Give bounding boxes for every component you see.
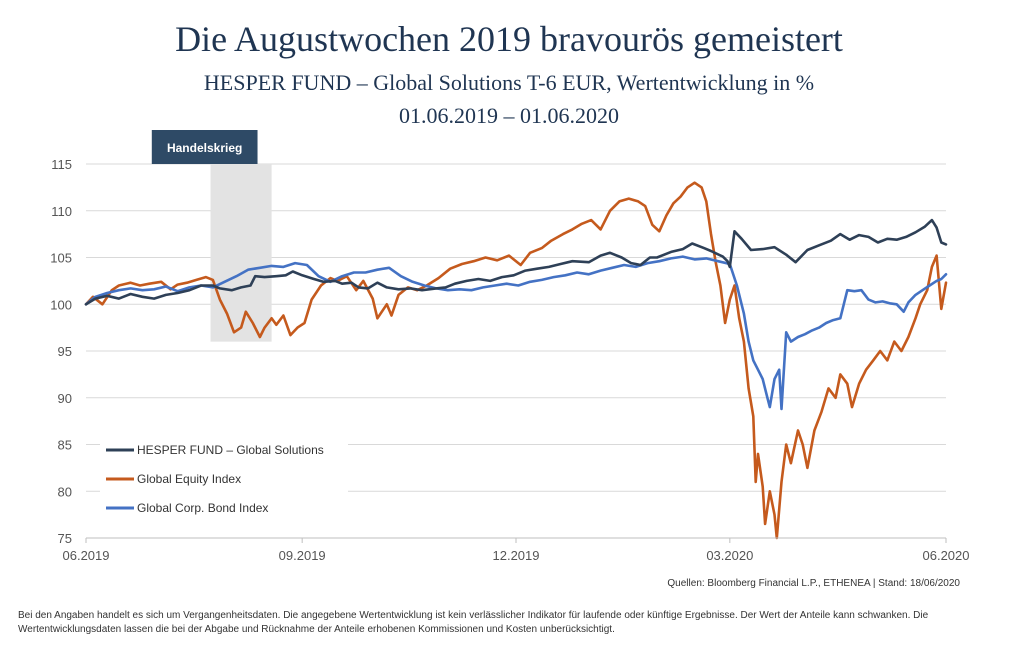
y-tick-label: 80	[58, 484, 72, 499]
trade-war-label: Handelskrieg	[167, 141, 242, 155]
y-tick-label: 95	[58, 344, 72, 359]
y-tick-label: 85	[58, 438, 72, 453]
legend-label: Global Equity Index	[137, 472, 241, 486]
line-chart: Handelskrieg 75 80 85 90 95 100 105 110 115 06.20…	[0, 0, 1018, 660]
source-note: Quellen: Bloomberg Financial L.P., ETHEN…	[667, 578, 960, 589]
y-tick-label: 90	[58, 391, 72, 406]
y-tick-label: 100	[50, 297, 72, 312]
x-tick-label: 06.2019	[63, 548, 110, 563]
y-tick-label: 75	[58, 531, 72, 546]
trade-war-band: Handelskrieg	[152, 130, 272, 342]
trade-war-shading	[211, 164, 272, 342]
legend-label: HESPER FUND – Global Solutions	[137, 443, 324, 457]
x-tick-label: 06.2020	[923, 548, 970, 563]
x-tick-label: 12.2019	[493, 548, 540, 563]
legend-label: Global Corp. Bond Index	[137, 501, 268, 515]
y-tick-label: 105	[50, 251, 72, 266]
legend: HESPER FUND – Global Solutions Global Equ…	[100, 434, 348, 526]
disclaimer-text: Bei den Angaben handelt es sich um Verga…	[18, 609, 978, 637]
y-tick-label: 115	[51, 157, 72, 172]
x-tick-label: 09.2019	[279, 548, 326, 563]
x-tick-label: 03.2020	[706, 548, 753, 563]
y-tick-label: 110	[51, 204, 72, 219]
